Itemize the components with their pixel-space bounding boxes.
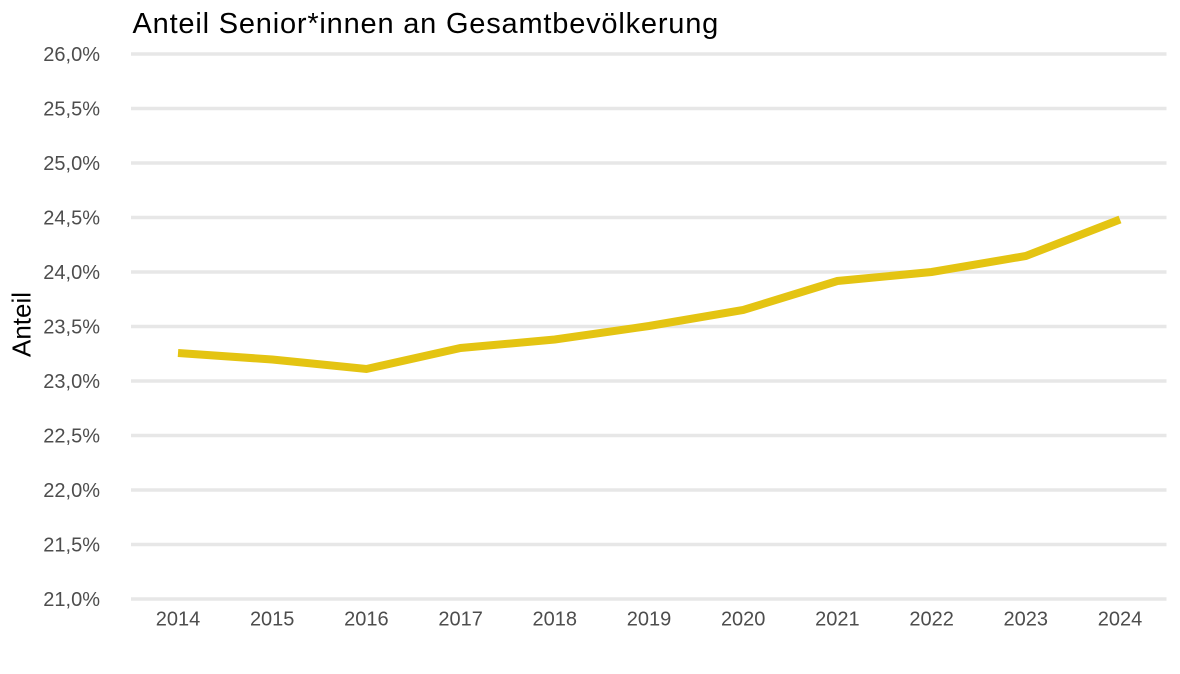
svg-text:21,0%: 21,0% <box>43 589 100 611</box>
svg-text:2022: 2022 <box>909 609 954 631</box>
svg-text:24,5%: 24,5% <box>43 208 100 230</box>
svg-text:Anteil: Anteil <box>7 292 37 357</box>
svg-text:2016: 2016 <box>344 609 389 631</box>
svg-text:2024: 2024 <box>1098 609 1143 631</box>
svg-text:2023: 2023 <box>1004 609 1049 631</box>
svg-text:2021: 2021 <box>815 609 860 631</box>
svg-text:2015: 2015 <box>250 609 295 631</box>
svg-text:23,0%: 23,0% <box>43 371 100 393</box>
svg-text:21,5%: 21,5% <box>43 535 100 557</box>
svg-text:24,0%: 24,0% <box>43 262 100 284</box>
svg-text:22,0%: 22,0% <box>43 480 100 502</box>
svg-text:2017: 2017 <box>438 609 483 631</box>
svg-text:23,5%: 23,5% <box>43 317 100 339</box>
svg-text:26,0%: 26,0% <box>43 44 100 66</box>
svg-text:2014: 2014 <box>156 609 201 631</box>
svg-text:25,0%: 25,0% <box>43 153 100 175</box>
svg-text:2019: 2019 <box>627 609 672 631</box>
svg-text:2018: 2018 <box>533 609 578 631</box>
svg-text:Anteil Senior*innen an Gesamtb: Anteil Senior*innen an Gesamtbevölkerung <box>133 8 720 40</box>
svg-text:2020: 2020 <box>721 609 766 631</box>
svg-text:22,5%: 22,5% <box>43 426 100 448</box>
svg-text:25,5%: 25,5% <box>43 99 100 121</box>
